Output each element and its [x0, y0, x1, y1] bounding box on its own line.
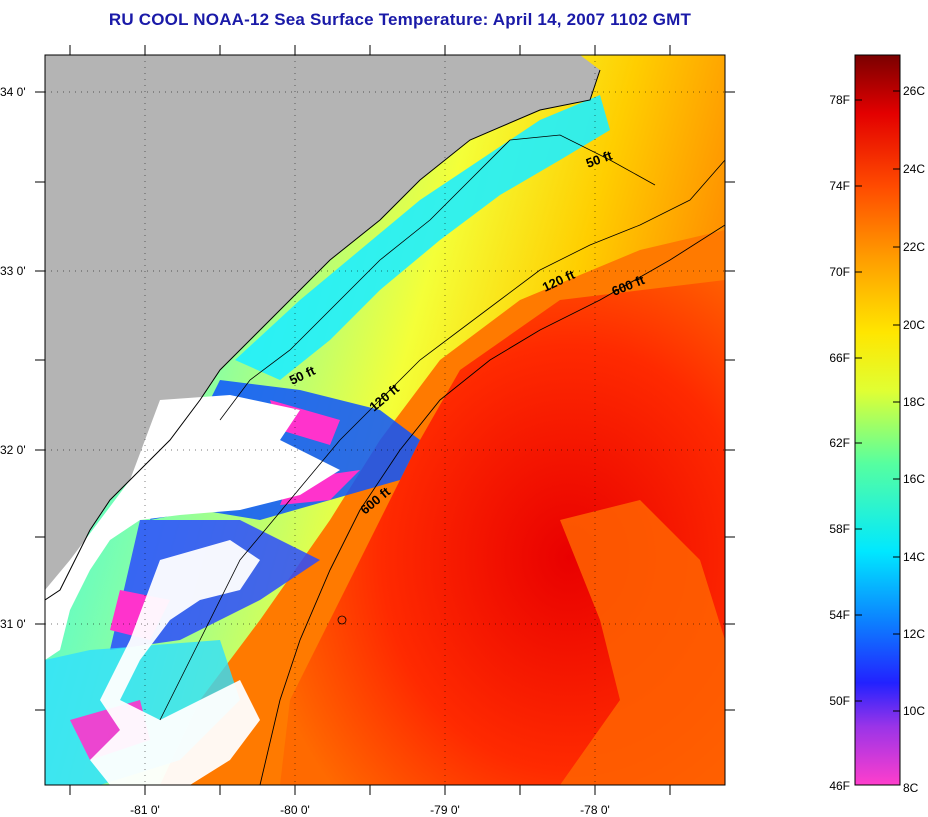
- lon-label: -80 0': [280, 803, 310, 817]
- lat-label: 33 0': [0, 264, 26, 278]
- lon-label: -81 0': [130, 803, 160, 817]
- map-title: RU COOL NOAA-12 Sea Surface Temperature:…: [108, 10, 692, 29]
- contour-120ft: [159, 159, 725, 721]
- colorbar-c-label: 10C: [903, 704, 925, 718]
- colorbar: [854, 54, 901, 786]
- warm-filament: [560, 500, 725, 785]
- colorbar-f-label: 54F: [829, 608, 850, 622]
- colorbar-c-label: 22C: [903, 240, 925, 254]
- map-ticks: [35, 45, 735, 795]
- colorbar-f-label: 46F: [829, 779, 850, 793]
- coastline: [45, 69, 601, 601]
- colorbar-c-label: 24C: [903, 162, 925, 176]
- nearshore-cold-band: [235, 95, 610, 380]
- map-frame: [44, 54, 726, 786]
- colorbar-f-label: 66F: [829, 351, 850, 365]
- lat-label: 32 0': [0, 443, 26, 457]
- colorbar-c-label: 16C: [903, 472, 925, 486]
- contour-600ft: [259, 224, 725, 785]
- colorbar-ticks: [855, 90, 900, 712]
- colorbar-c-label: 14C: [903, 550, 925, 564]
- colorbar-f-label: 70F: [829, 265, 850, 279]
- colorbar-c-label: 8C: [903, 781, 919, 795]
- lon-label: -79 0': [430, 803, 460, 817]
- cloud-cover: [45, 395, 340, 660]
- colorbar-f-label: 78F: [829, 93, 850, 107]
- colorbar-c-label: 18C: [903, 395, 925, 409]
- land: [45, 55, 600, 600]
- colorbar-c-label: 26C: [903, 84, 925, 98]
- colorbar-c-label: 12C: [903, 627, 925, 641]
- colorbar-f-label: 58F: [829, 522, 850, 536]
- contour-ring: [337, 615, 347, 625]
- lon-label: -78 0': [580, 803, 610, 817]
- cloud-cover-south: [90, 540, 260, 785]
- colorbar-c-label: 20C: [903, 318, 925, 332]
- lat-label: 34 0': [0, 85, 26, 99]
- colorbar-f-label: 50F: [829, 694, 850, 708]
- sst-image: 50 ft 120 ft 600 ft 50 ft 120 ft 600 ft: [45, 55, 725, 785]
- contour-50ft: [219, 134, 656, 421]
- colorbar-f-label: 62F: [829, 436, 850, 450]
- colorbar-f-label: 74F: [829, 179, 850, 193]
- lat-label: 31 0': [0, 617, 26, 631]
